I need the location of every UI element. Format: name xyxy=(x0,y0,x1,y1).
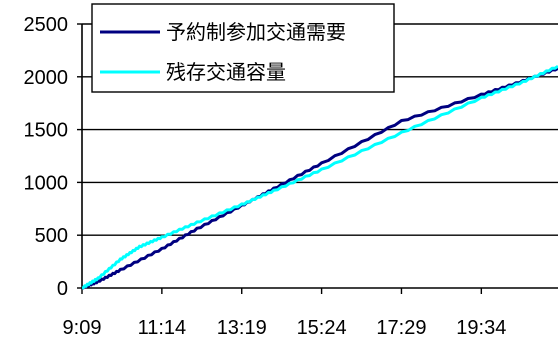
y-tick-label-4: 2000 xyxy=(24,67,69,89)
legend-label-1: 残存交通容量 xyxy=(166,60,286,84)
y-tick-label-5: 2500 xyxy=(24,14,69,36)
x-tick-label-1: 11:14 xyxy=(138,317,187,339)
x-tick-label-4: 17:29 xyxy=(376,317,426,339)
y-tick-label-3: 1500 xyxy=(24,120,69,142)
x-axis: 9:09 11:14 13:19 15:24 17:29 19:34 xyxy=(63,287,558,339)
x-tick-label-2: 13:19 xyxy=(217,317,267,339)
series-line-1 xyxy=(81,64,558,290)
series-line-0 xyxy=(81,67,558,290)
x-tick-label-3: 15:24 xyxy=(297,317,347,339)
legend-label-0: 予約制参加交通需要 xyxy=(166,20,346,44)
legend-box xyxy=(91,3,395,93)
y-axis: 0 500 1000 1500 2000 2500 xyxy=(24,14,83,300)
y-tick-label-1: 500 xyxy=(35,225,68,247)
x-tick-label-0: 9:09 xyxy=(63,317,102,339)
y-tick-label-0: 0 xyxy=(57,278,68,300)
plot-area xyxy=(81,64,558,290)
y-tick-label-2: 1000 xyxy=(24,172,69,194)
x-tick-label-5: 19:34 xyxy=(456,317,506,339)
